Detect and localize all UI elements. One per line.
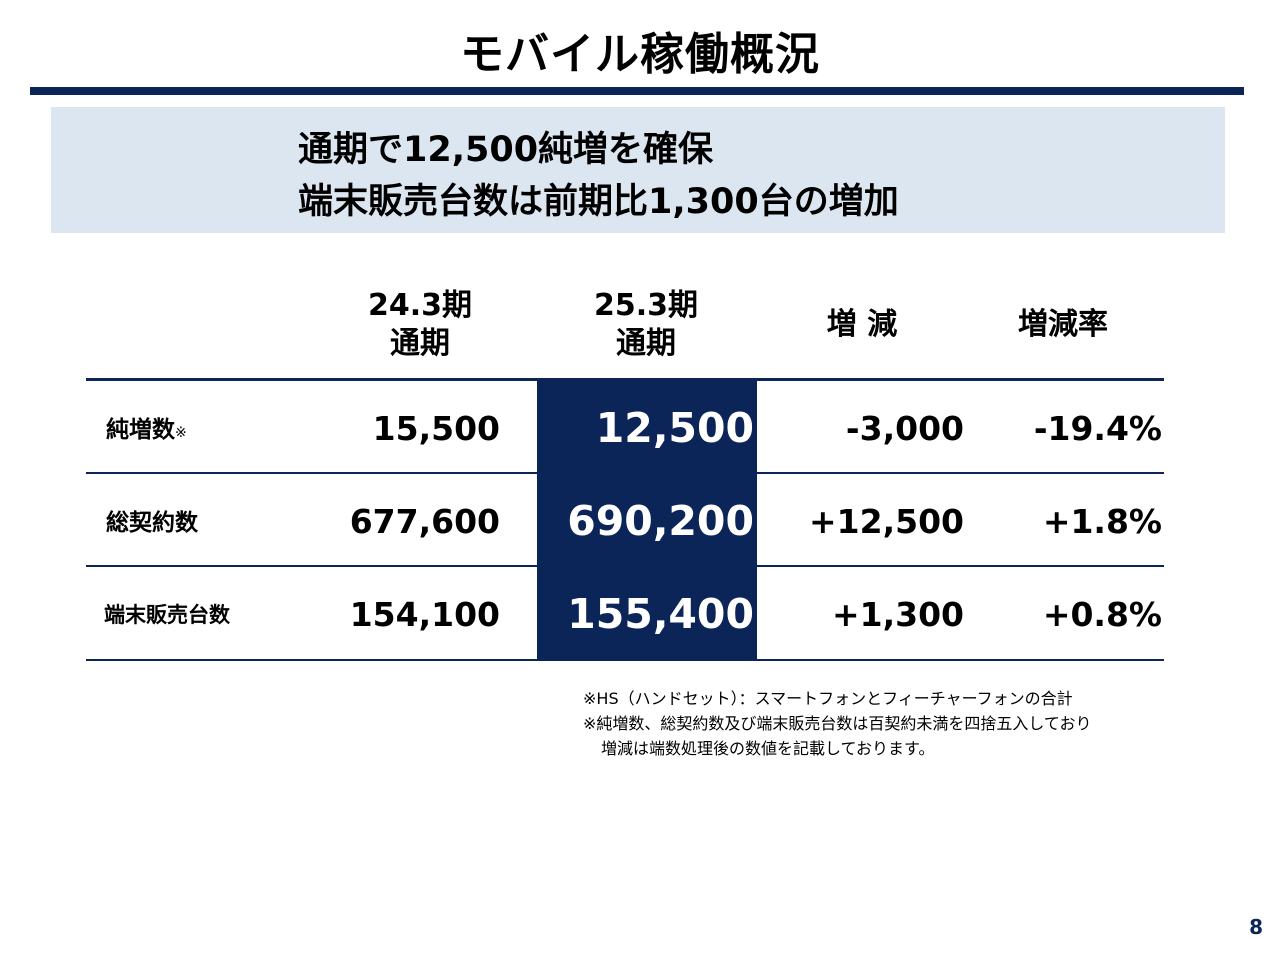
cell-prev-total-contracts: 677,600 xyxy=(349,502,500,541)
cell-curr-total-contracts: 690,200 xyxy=(567,497,754,545)
row-label-text: 総契約数 xyxy=(106,510,198,536)
header-rate: 増減率 xyxy=(1018,307,1108,342)
header-diff: 増 減 xyxy=(826,307,898,342)
table-bottom-rule xyxy=(86,659,1164,661)
header-curr-period-line2: 通期 xyxy=(616,326,676,361)
title-divider xyxy=(30,87,1244,95)
header-curr-period: 25.3期 通期 xyxy=(546,287,746,363)
row-label-total-contracts: 総契約数 xyxy=(106,503,198,537)
summary-line-2: 端末販売台数は前期比1,300台の増加 xyxy=(298,182,899,222)
footnote-line-2: ※純増数、総契約数及び端末販売台数は百契約未満を四捨五入しており xyxy=(583,714,1092,733)
cell-rate-device-sales: +0.8% xyxy=(1042,595,1162,634)
header-prev-period-line1: 24.3期 xyxy=(367,288,473,323)
row-label-device-sales: 端末販売台数 xyxy=(104,599,230,629)
row-label-text: 端末販売台数 xyxy=(104,603,230,627)
footnote-line-3: 増減は端数処理後の数値を記載しております。 xyxy=(601,739,935,758)
cell-diff-total-contracts: +12,500 xyxy=(809,502,964,541)
header-prev-period-line2: 通期 xyxy=(390,326,450,361)
table-row-rule xyxy=(86,565,1164,567)
row-label-net-additions: 純増数※ xyxy=(106,410,187,444)
footnote-line-1: ※HS（ハンドセット）：スマートフォンとフィーチャーフォンの合計 xyxy=(583,689,1073,708)
cell-curr-device-sales: 155,400 xyxy=(567,590,754,638)
summary-box xyxy=(51,107,1225,233)
page-title: モバイル稼働概況 xyxy=(460,29,820,80)
header-prev-period: 24.3期 通期 xyxy=(320,287,520,363)
cell-rate-net-additions: -19.4% xyxy=(1033,409,1162,448)
table-row-rule xyxy=(86,472,1164,474)
summary-line-1: 通期で12,500純増を確保 xyxy=(298,130,714,170)
row-label-text: 純増数 xyxy=(106,417,175,443)
page-number: 8 xyxy=(1249,915,1263,939)
cell-diff-device-sales: +1,300 xyxy=(831,595,964,634)
cell-diff-net-additions: -3,000 xyxy=(845,409,964,448)
footnote-mark: ※ xyxy=(175,425,187,441)
cell-curr-net-additions: 12,500 xyxy=(595,404,754,452)
cell-prev-device-sales: 154,100 xyxy=(349,595,500,634)
current-period-highlight xyxy=(537,380,757,660)
footnotes: ※HS（ハンドセット）：スマートフォンとフィーチャーフォンの合計 ※純増数、総契… xyxy=(583,686,1091,761)
cell-prev-net-additions: 15,500 xyxy=(372,409,500,448)
header-curr-period-line1: 25.3期 xyxy=(593,288,699,323)
table-top-rule xyxy=(86,378,1164,381)
cell-rate-total-contracts: +1.8% xyxy=(1042,502,1162,541)
